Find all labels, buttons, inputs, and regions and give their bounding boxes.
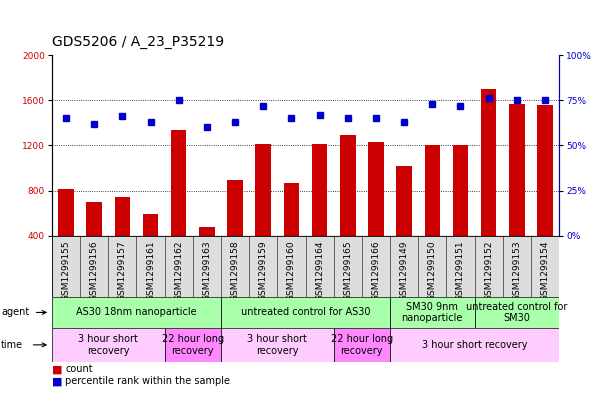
Text: GSM1299157: GSM1299157	[118, 241, 127, 301]
Text: GSM1299152: GSM1299152	[484, 241, 493, 301]
Bar	[227, 180, 243, 281]
Bar	[171, 130, 186, 281]
Text: GSM1299165: GSM1299165	[343, 241, 353, 301]
Text: GSM1299160: GSM1299160	[287, 241, 296, 301]
Bar	[312, 144, 327, 281]
Bar	[481, 89, 496, 281]
Text: 3 hour short recovery: 3 hour short recovery	[422, 340, 527, 350]
Text: GSM1299154: GSM1299154	[541, 241, 549, 301]
Bar	[143, 214, 158, 281]
Bar	[284, 183, 299, 281]
Text: ■: ■	[52, 376, 62, 386]
Text: GSM1299158: GSM1299158	[230, 241, 240, 301]
Text: SM30 9nm
nanoparticle: SM30 9nm nanoparticle	[401, 302, 463, 323]
Text: AS30 18nm nanoparticle: AS30 18nm nanoparticle	[76, 307, 197, 318]
Text: 3 hour short
recovery: 3 hour short recovery	[247, 334, 307, 356]
Text: 22 hour long
recovery: 22 hour long recovery	[331, 334, 393, 356]
Bar	[52, 328, 164, 362]
Text: GSM1299150: GSM1299150	[428, 241, 437, 301]
Bar	[475, 297, 559, 328]
Bar	[334, 328, 390, 362]
Bar	[164, 328, 221, 362]
Text: time: time	[1, 340, 23, 350]
Bar	[221, 328, 334, 362]
Text: 3 hour short
recovery: 3 hour short recovery	[78, 334, 138, 356]
Text: GSM1299156: GSM1299156	[90, 241, 99, 301]
Text: percentile rank within the sample: percentile rank within the sample	[65, 376, 230, 386]
Text: GSM1299164: GSM1299164	[315, 241, 324, 301]
Text: GSM1299153: GSM1299153	[512, 241, 521, 301]
Bar	[368, 142, 384, 281]
Bar	[255, 144, 271, 281]
Bar	[537, 105, 553, 281]
Text: untreated control for AS30: untreated control for AS30	[241, 307, 370, 318]
Bar	[397, 166, 412, 281]
Text: 22 hour long
recovery: 22 hour long recovery	[162, 334, 224, 356]
Text: GSM1299149: GSM1299149	[400, 241, 409, 301]
Bar	[221, 297, 390, 328]
Bar	[86, 202, 102, 281]
Text: ■: ■	[52, 364, 62, 374]
Text: GDS5206 / A_23_P35219: GDS5206 / A_23_P35219	[52, 35, 224, 49]
Bar	[390, 328, 559, 362]
Bar	[52, 297, 221, 328]
Text: GSM1299162: GSM1299162	[174, 241, 183, 301]
Bar	[425, 145, 440, 281]
Text: GSM1299166: GSM1299166	[371, 241, 381, 301]
Bar	[509, 104, 525, 281]
Text: GSM1299163: GSM1299163	[202, 241, 211, 301]
Text: untreated control for
SM30: untreated control for SM30	[466, 302, 568, 323]
Text: GSM1299151: GSM1299151	[456, 241, 465, 301]
Text: GSM1299155: GSM1299155	[62, 241, 70, 301]
Bar	[58, 189, 74, 281]
Bar	[453, 145, 468, 281]
Bar	[340, 135, 356, 281]
Text: count: count	[65, 364, 93, 374]
Bar	[115, 197, 130, 281]
Bar	[390, 297, 475, 328]
Bar	[199, 227, 214, 281]
Text: GSM1299159: GSM1299159	[258, 241, 268, 301]
Text: agent: agent	[1, 307, 29, 318]
Text: GSM1299161: GSM1299161	[146, 241, 155, 301]
